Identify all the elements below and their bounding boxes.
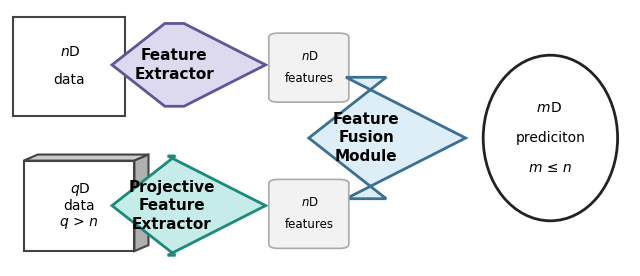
- Text: q: q: [70, 182, 79, 196]
- Polygon shape: [112, 23, 266, 106]
- Text: D: D: [79, 182, 90, 196]
- Polygon shape: [134, 155, 148, 251]
- Polygon shape: [309, 77, 466, 199]
- Polygon shape: [24, 155, 148, 161]
- Text: n: n: [60, 46, 69, 59]
- FancyBboxPatch shape: [269, 33, 349, 102]
- Text: D: D: [550, 101, 561, 115]
- Text: m: m: [537, 101, 550, 115]
- Text: features: features: [284, 72, 333, 85]
- Text: Feature
Extractor: Feature Extractor: [134, 48, 214, 82]
- Text: q > n: q > n: [60, 216, 98, 229]
- Text: D: D: [309, 50, 318, 63]
- Text: n: n: [301, 196, 309, 209]
- Polygon shape: [112, 156, 266, 255]
- Text: Projective
Feature
Extractor: Projective Feature Extractor: [128, 179, 215, 232]
- Text: data: data: [63, 199, 95, 213]
- Text: Feature
Fusion
Module: Feature Fusion Module: [333, 112, 399, 164]
- FancyBboxPatch shape: [269, 179, 349, 248]
- Bar: [13, 17, 125, 116]
- Text: n: n: [301, 50, 309, 63]
- Text: features: features: [284, 218, 333, 232]
- Text: data: data: [53, 73, 84, 87]
- Text: D: D: [69, 46, 79, 59]
- Text: m ≤ n: m ≤ n: [529, 161, 572, 175]
- Text: D: D: [309, 196, 318, 209]
- Text: prediciton: prediciton: [515, 131, 586, 145]
- Polygon shape: [24, 161, 134, 251]
- Ellipse shape: [483, 55, 618, 221]
